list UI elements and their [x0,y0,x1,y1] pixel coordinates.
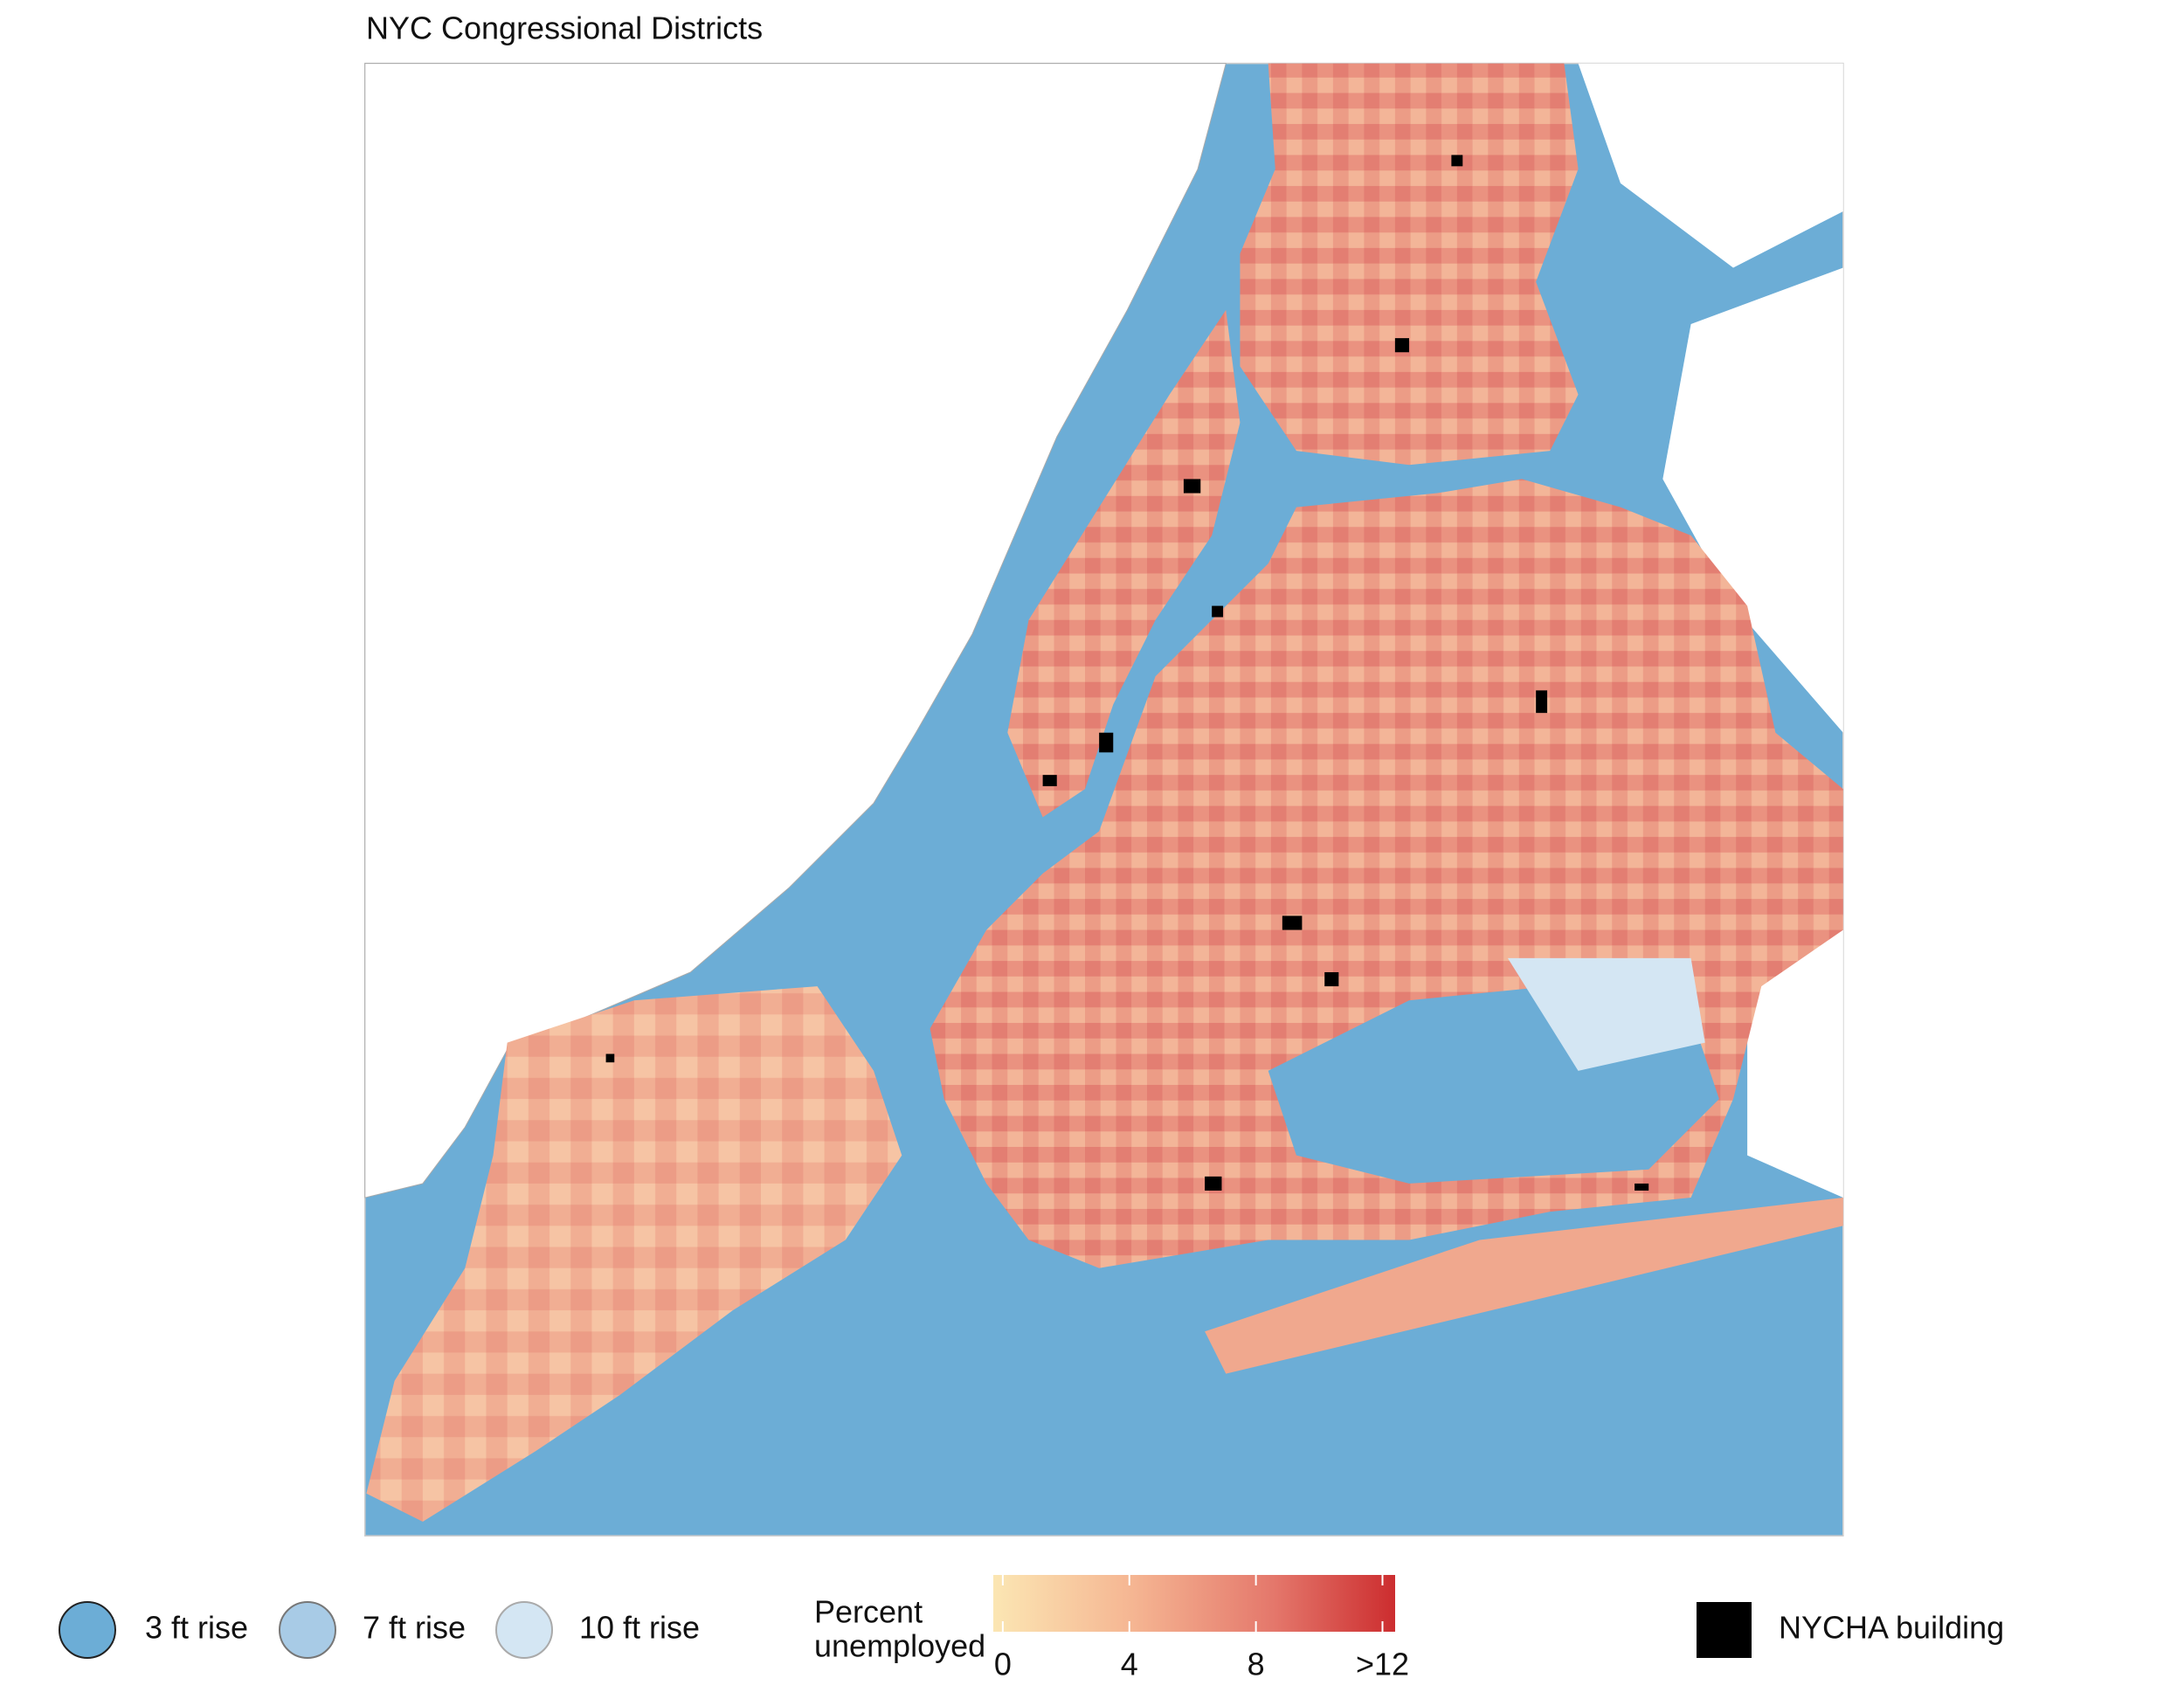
colorbar-tick-label: >12 [1356,1647,1409,1682]
legend: 3 ft rise 7 ft rise 10 ft rise Percent u… [59,1575,2004,1682]
nassau-south [1747,915,1843,1198]
legend-label: NYCHA building [1779,1610,2004,1646]
colorbar-tick-label: 8 [1248,1647,1265,1682]
map-title: NYC Congressional Districts [366,10,763,46]
jfk-airport [1507,957,1705,1071]
staten-island [366,986,902,1523]
colorbar-label: Percent [814,1594,923,1630]
rockaway [1205,1198,1843,1374]
colorbar-tick-label: 4 [1121,1647,1138,1682]
legend-label: 10 ft rise [579,1610,700,1646]
legend-label: 3 ft rise [145,1610,248,1646]
legend-swatch [279,1601,336,1659]
colorbar [993,1575,1395,1632]
westchester [1578,63,1843,268]
new-jersey [364,63,1227,1198]
nycha-buildings [605,155,1649,1191]
colorbar-label: unemployed [814,1628,985,1664]
map [363,62,1844,1537]
long-island [1662,267,1843,733]
legend-swatch [1697,1602,1752,1658]
bronx [1240,63,1579,466]
colorbar-tick-label: 0 [994,1647,1012,1682]
legend-swatch [59,1601,116,1659]
legend-swatch [495,1601,553,1659]
manhattan [1007,309,1241,818]
legend-label: 7 ft rise [363,1610,466,1646]
